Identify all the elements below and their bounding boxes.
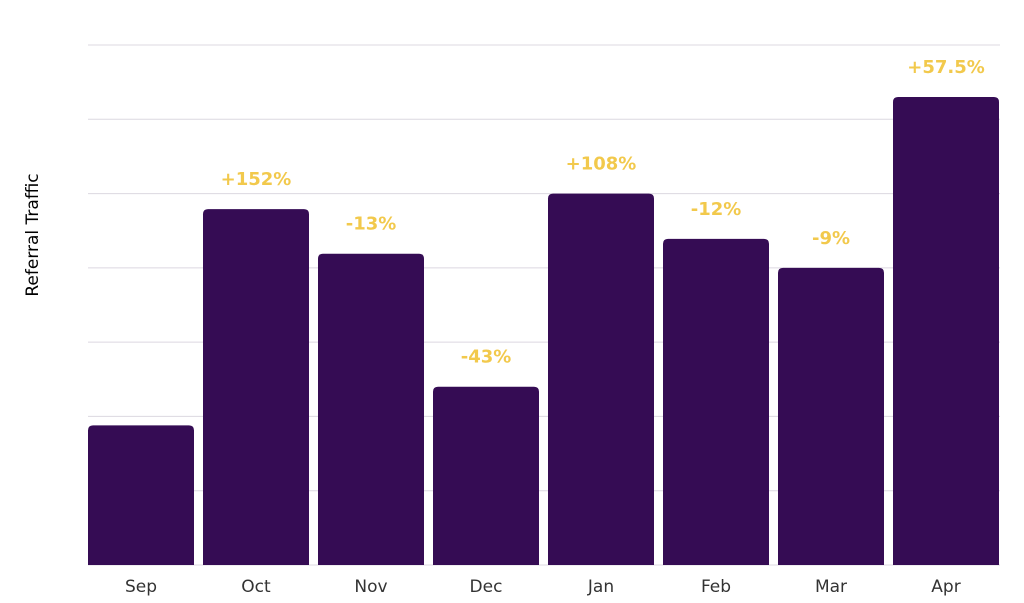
- data-labels: +152% -13% -43% +108% -12% -9% +57.5%: [221, 57, 985, 368]
- bar-jan: [548, 193, 654, 566]
- bars: [88, 97, 999, 566]
- x-tick-label: Dec: [470, 577, 503, 597]
- x-tick-label: Mar: [815, 577, 847, 597]
- data-label: +152%: [221, 169, 292, 190]
- x-tick-label: Apr: [931, 577, 960, 597]
- x-tick-label: Sep: [125, 577, 157, 597]
- x-tick-labels: Sep Oct Nov Dec Jan Feb Mar Apr: [125, 577, 961, 597]
- data-label: -13%: [346, 214, 397, 235]
- bar-nov: [318, 253, 424, 565]
- bar-oct: [203, 209, 309, 565]
- bar-feb: [663, 238, 769, 565]
- data-label: +108%: [566, 154, 637, 175]
- bar-sep: [88, 425, 194, 565]
- x-tick-label: Feb: [701, 577, 731, 597]
- y-axis-label: Referral Traffic: [23, 173, 43, 296]
- x-tick-label: Nov: [354, 577, 387, 597]
- data-label: -43%: [461, 347, 512, 368]
- data-label: +57.5%: [907, 57, 985, 78]
- data-label: -9%: [812, 228, 850, 249]
- x-tick-label: Oct: [241, 577, 271, 597]
- bar-dec: [433, 386, 539, 565]
- data-label: -12%: [691, 199, 742, 220]
- x-tick-label: Jan: [587, 577, 614, 597]
- bar-mar: [778, 267, 884, 565]
- bar-apr: [893, 97, 999, 565]
